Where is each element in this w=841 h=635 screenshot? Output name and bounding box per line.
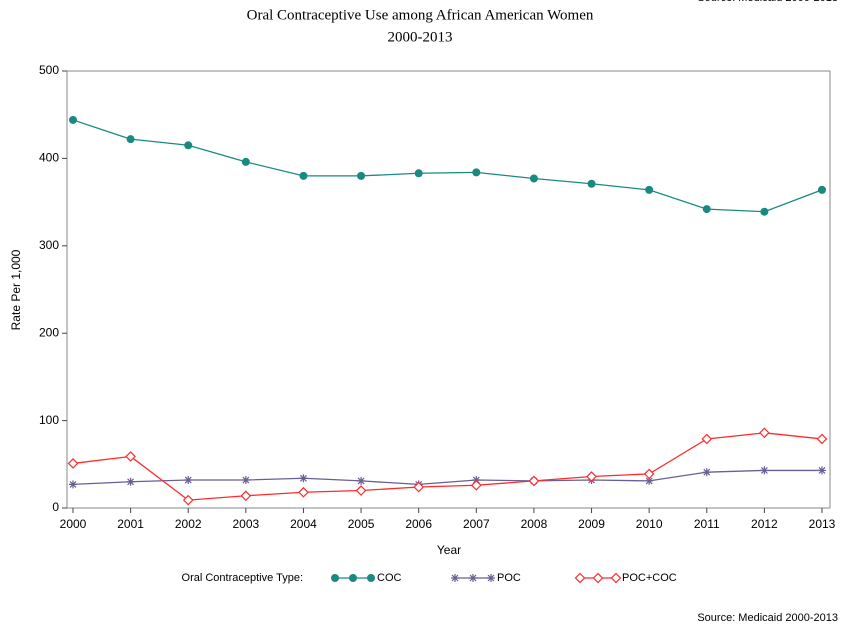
marker [298, 486, 309, 498]
marker [818, 466, 826, 475]
y-axis-label: Rate Per 1,000 [9, 249, 23, 330]
marker [357, 171, 366, 180]
x-tick-label: 2008 [521, 517, 548, 531]
marker [355, 485, 367, 496]
x-tick-label: 2003 [232, 517, 259, 531]
source: Source: Medicaid 2000-2013 [697, 612, 838, 624]
series-line [72, 432, 823, 501]
y-tick-label: 500 [39, 63, 59, 77]
x-tick-label: 2005 [348, 517, 375, 531]
marker [643, 468, 655, 480]
series-line [72, 469, 822, 486]
marker [299, 171, 308, 180]
legend-marker [349, 574, 357, 582]
marker [182, 494, 194, 506]
marker [413, 481, 425, 493]
marker [184, 476, 193, 485]
legend-marker [469, 574, 477, 582]
marker [184, 141, 193, 150]
marker [529, 174, 538, 183]
legend-title: Oral Contraceptive Type: [182, 572, 303, 584]
legend-label: COC [377, 572, 402, 584]
x-tick-label: 2002 [175, 517, 202, 531]
marker [587, 179, 596, 188]
x-tick-label: 2007 [463, 517, 490, 531]
marker [240, 490, 252, 502]
x-tick-label: 2000 [60, 517, 87, 531]
legend-marker [451, 574, 459, 582]
marker [645, 185, 654, 194]
x-axis-label: Year [437, 543, 461, 557]
legend-marker [592, 572, 604, 584]
marker [125, 451, 136, 462]
marker [241, 157, 250, 166]
marker [67, 458, 79, 469]
marker [472, 168, 481, 177]
marker [241, 476, 250, 485]
marker [69, 480, 77, 489]
marker [645, 476, 654, 485]
marker [760, 207, 769, 216]
legend-marker [367, 574, 375, 582]
marker [69, 115, 77, 124]
marker [586, 471, 597, 482]
marker [816, 433, 828, 445]
marker [528, 475, 540, 487]
x-tick-label: 2012 [751, 517, 778, 531]
x-tick-label: 2006 [405, 517, 432, 531]
legend-label: POC [497, 572, 521, 584]
marker [701, 433, 713, 445]
y-tick-label: 300 [39, 238, 59, 252]
legend-marker [610, 572, 622, 584]
x-tick-label: 2004 [290, 517, 317, 531]
series-line [72, 119, 823, 213]
x-tick-label: 2001 [117, 517, 144, 531]
marker [126, 135, 135, 144]
x-tick-label: 2010 [636, 517, 663, 531]
legend-label: POC+COC [622, 572, 677, 584]
marker [759, 427, 770, 439]
y-tick-label: 0 [52, 500, 59, 514]
marker [414, 169, 423, 178]
marker [818, 185, 826, 194]
y-tick-label: 400 [39, 151, 59, 165]
marker [470, 479, 482, 491]
marker [299, 474, 308, 483]
marker [702, 468, 711, 477]
x-tick-label: 2009 [578, 517, 605, 531]
x-tick-label: 2013 [809, 517, 836, 531]
source-top: Source: Medicaid 2000-2013 [697, 0, 838, 4]
x-tick-label: 2011 [694, 517, 720, 531]
plot-frame [66, 70, 831, 509]
marker [126, 477, 135, 486]
marker [702, 205, 711, 214]
legend-marker [487, 574, 495, 582]
legend-marker [574, 572, 586, 584]
chart-subtitle: 2000-2013 [388, 29, 453, 45]
legend-marker [331, 574, 339, 582]
marker [760, 466, 769, 475]
marker [357, 476, 366, 485]
chart-title: Oral Contraceptive Use among African Ame… [247, 7, 594, 23]
y-tick-label: 100 [39, 413, 59, 427]
y-tick-label: 200 [39, 325, 59, 339]
